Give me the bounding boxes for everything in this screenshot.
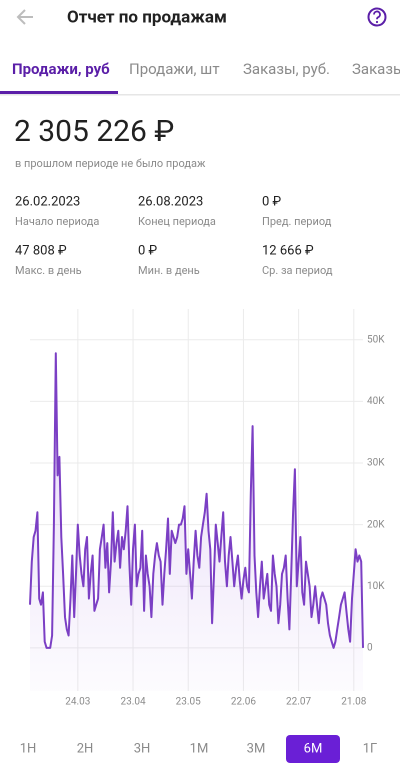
stat-label: Макс. в день [15, 264, 82, 277]
x-tick-label: 21.08 [341, 697, 366, 708]
tabs: Продажи, руб Продажи, шт Заказы, руб. Заказ… [12, 60, 400, 78]
stat-value: 0 ₽ [262, 194, 282, 209]
tab[interactable]: Продажи, руб [12, 60, 110, 78]
stat-value: 0 ₽ [138, 243, 158, 258]
period-button[interactable]: 1Г [363, 741, 378, 756]
note: в прошлом периоде не было продаж [15, 157, 206, 170]
area [30, 353, 363, 691]
period-active-bg [286, 735, 340, 763]
x-tick-label: 24.03 [65, 697, 90, 708]
tab[interactable]: Заказы, руб. [243, 60, 330, 78]
x-tick-label: 22.06 [231, 697, 256, 708]
x-tick-label: 22.07 [286, 697, 311, 708]
line [29, 352, 364, 649]
stats: 26.02.2023 Начало периода 26.08.2023 Конец … [15, 194, 333, 276]
tab-divider [0, 94, 400, 96]
help-dot [375, 20, 379, 24]
page-title: Отчет по продажам [67, 7, 227, 27]
stat-value: 47 808 ₽ [15, 243, 67, 258]
stat-label: Мин. в день [138, 264, 200, 277]
stat-value: 12 666 ₽ [262, 243, 314, 258]
stat-value: 26.08.2023 [138, 194, 203, 209]
tab[interactable]: Продажи, шт [129, 60, 220, 78]
y-tick-label: 40K [367, 396, 385, 407]
tab[interactable]: Заказы [352, 60, 400, 78]
period-button[interactable]: 3Н [134, 741, 151, 756]
help-button[interactable] [367, 7, 387, 27]
stat-label: Пред. период [262, 215, 332, 228]
period-button[interactable]: 1М [190, 741, 209, 756]
help-glyph [373, 10, 381, 20]
y-tick-label: 30K [367, 458, 385, 469]
y-tick-label: 50K [367, 334, 385, 345]
period-button[interactable]: 1Н [20, 741, 37, 756]
back-icon [16, 9, 33, 25]
stat-value: 26.02.2023 [15, 194, 80, 209]
stat-label: Начало периода [15, 215, 99, 228]
help-icon [367, 7, 387, 27]
periods: 1Н 2Н 3Н 1М 3М 6М 1Г [20, 735, 378, 763]
stat-label: Конец периода [138, 215, 216, 228]
stat-label: Ср. за период [262, 264, 333, 277]
period-button[interactable]: 3М [247, 741, 266, 756]
chart: 0 10K 20K 30K 40K 50K 24.03 23.04 23.05 22.06 22.0… [29, 309, 385, 708]
tab-indicator [0, 91, 118, 94]
period-button[interactable]: 2Н [77, 741, 94, 756]
x-tick-label: 23.04 [120, 697, 145, 708]
total: 2 305 226 ₽ [14, 114, 174, 149]
period-button[interactable]: 6М [304, 741, 323, 756]
y-tick-label: 0 [367, 643, 373, 654]
back-button[interactable] [16, 9, 33, 25]
y-tick-label: 20K [367, 519, 385, 530]
y-tick-label: 10K [367, 581, 385, 592]
x-tick-label: 23.05 [176, 697, 201, 708]
